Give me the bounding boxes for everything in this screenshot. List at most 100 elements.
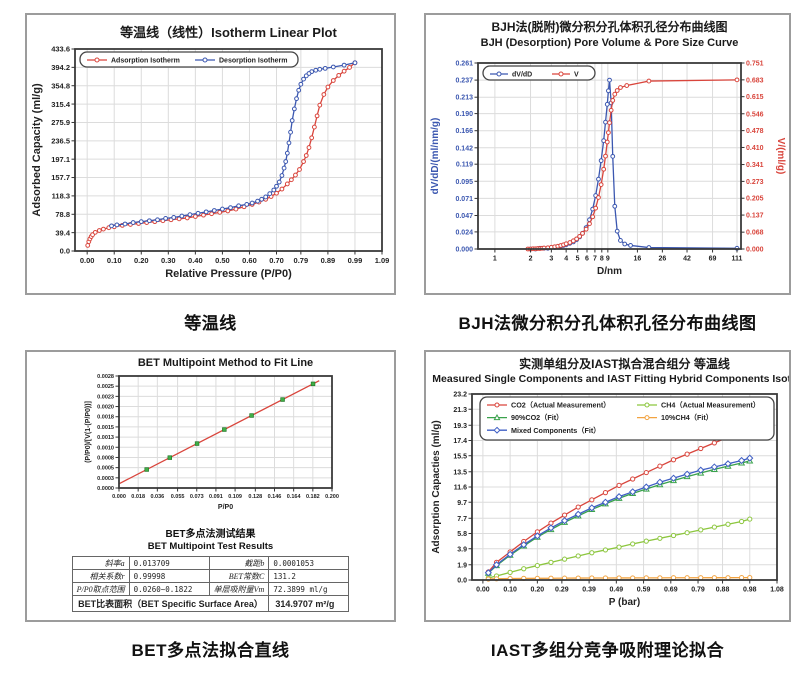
marker-circle — [114, 222, 120, 228]
marker-diamond — [484, 569, 492, 577]
marker-circle — [601, 166, 607, 172]
y-tick-label: 0.047 — [455, 213, 473, 220]
bet-table-cell: 0.0260~0.1822 — [128, 582, 210, 596]
marker-circle — [604, 139, 610, 145]
bet-table-cell: 72.3899 ml/g — [268, 582, 350, 596]
x-tick-label: 0.99 — [348, 256, 363, 265]
marker-diamond — [574, 510, 582, 518]
y-tick-label: 0.237 — [455, 78, 473, 85]
marker-circle — [201, 212, 206, 218]
y-tick-label: 157.7 — [51, 173, 70, 182]
marker-circle — [274, 190, 279, 196]
y-tick-label: 0.0023 — [97, 394, 114, 400]
x-tick-label: 1 — [493, 256, 497, 263]
plot-frame — [74, 48, 383, 252]
marker-circle — [596, 176, 601, 182]
y-tick-label: 7.7 — [457, 516, 467, 523]
marker-circle — [643, 469, 649, 476]
x-tick-label: 0.000 — [112, 494, 126, 500]
y-tick-label: 394.2 — [51, 63, 70, 72]
legend-label: CH4（Actual Measurement） — [661, 401, 760, 410]
marker-circle — [644, 415, 650, 421]
marker-circle — [589, 497, 595, 503]
marker-circle — [322, 65, 328, 71]
marker-circle — [607, 120, 612, 126]
marker-circle — [670, 532, 677, 539]
y-tick-label: 21.3 — [453, 407, 467, 414]
x-tick-label: 5 — [576, 256, 580, 263]
series-line — [118, 380, 320, 485]
series-bet-fit-line — [118, 380, 320, 485]
marker-circle — [606, 130, 611, 135]
bet-chart: 0.000 0.018 0.036 0.055 0.073 0.091 0.109 0.128… — [85, 357, 339, 511]
x-tick-label: 0.29 — [555, 587, 569, 594]
y-tick-label: 0.0010 — [97, 445, 114, 451]
marker-diamond — [533, 532, 541, 540]
plot-background — [478, 63, 741, 249]
legend-label: 90%CO2（Fit） — [511, 413, 563, 422]
marker-circle — [130, 220, 136, 225]
marker-circle — [711, 524, 717, 530]
y2-tick-label: 0.205 — [746, 196, 764, 203]
y2-tick-label: 0.546 — [746, 111, 764, 118]
x-tick-label: 0.70 — [269, 256, 284, 265]
marker-circle — [603, 119, 608, 125]
isotherm-panel: 0.00 0.10 0.20 0.30 0.40 0.50 0.60 0.70 0.79 0.89… — [25, 13, 396, 295]
legend-label: Adsorption Isotherm — [111, 58, 180, 65]
bet-table-cell: 斜率a — [71, 556, 130, 570]
x-tick-label: 0.49 — [610, 587, 624, 594]
marker-diamond — [642, 483, 650, 491]
marker-circle — [202, 57, 208, 63]
marker-diamond — [724, 460, 732, 468]
bet-panel: 0.000 0.018 0.036 0.055 0.073 0.091 0.109 0.128… — [25, 350, 396, 622]
marker-circle — [657, 463, 663, 469]
marker-circle — [288, 129, 293, 135]
marker-circle — [259, 196, 265, 202]
marker-circle — [657, 535, 663, 541]
marker-circle — [96, 228, 102, 233]
marker-circle — [622, 241, 628, 247]
marker-diamond — [493, 426, 501, 434]
axis-ticks: 1 2 3 4 5 6 7 8 9 16 26 42 69 1110.0000.0240.0470.071… — [455, 61, 763, 263]
y-tick-label: 78.8 — [55, 210, 70, 219]
marker-circle — [589, 550, 595, 556]
legend-label: V — [574, 72, 579, 79]
legend-label: Mixed Components（Fit） — [511, 426, 600, 435]
x-tick-label: 0.89 — [321, 256, 336, 265]
x-tick-label: 0.50 — [215, 256, 230, 265]
marker-circle — [341, 62, 347, 68]
marker-circle — [643, 538, 649, 544]
marker-circle — [628, 243, 633, 248]
marker-circle — [738, 518, 745, 525]
x-tick-label: 0.79 — [691, 587, 705, 594]
marker-circle — [244, 202, 250, 207]
y2-tick-label: 0.615 — [746, 94, 764, 101]
marker-square — [194, 441, 200, 446]
y-tick-label: 0.0015 — [97, 425, 114, 431]
iast-chart: 0.00 0.10 0.20 0.29 0.39 0.49 0.59 0.69 0.79 0.88… — [431, 356, 789, 608]
x-tick-label: 2 — [529, 256, 533, 263]
marker-circle — [614, 88, 620, 93]
marker-circle — [548, 559, 554, 565]
marker-circle — [604, 101, 610, 107]
x-tick-label: 0.200 — [325, 494, 339, 500]
x-tick-label: 0.60 — [242, 256, 257, 265]
x-tick-label: 69 — [709, 256, 717, 263]
bet-table-cell: P/P0取点范围 — [71, 582, 130, 596]
legend-label: Desorption Isotherm — [219, 58, 287, 65]
x-tick-label: 0.20 — [134, 256, 149, 265]
iast-panel: 0.00 0.10 0.20 0.29 0.39 0.49 0.59 0.69 0.79 0.88… — [424, 350, 791, 622]
y-tick-label: 39.4 — [55, 228, 70, 237]
marker-circle — [284, 150, 290, 156]
bet-table-cell: 0.0001053 — [268, 556, 350, 570]
marker-circle — [614, 228, 620, 234]
y-tick-label: 0.166 — [455, 128, 473, 135]
marker-circle — [271, 187, 277, 193]
marker-circle — [336, 72, 342, 78]
y-tick-label: 197.1 — [51, 155, 70, 164]
y-tick-label: 0.0013 — [97, 435, 114, 441]
marker-circle — [179, 213, 185, 219]
marker-circle — [507, 569, 513, 575]
marker-circle — [263, 194, 269, 200]
marker-circle — [325, 84, 331, 90]
